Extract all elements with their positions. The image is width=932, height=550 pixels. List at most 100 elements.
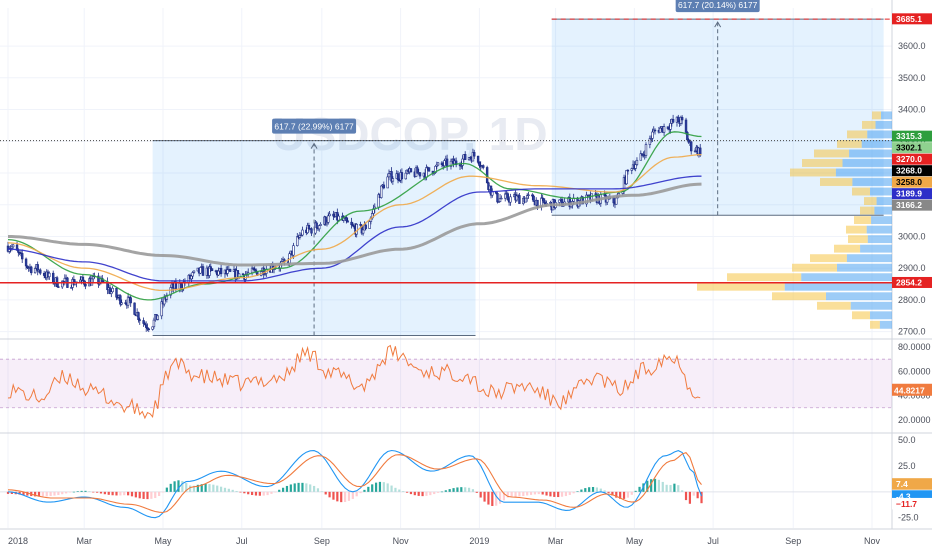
candle-body [409, 168, 413, 173]
candle-body [33, 268, 37, 274]
price-label-text: 3189.9 [896, 189, 922, 199]
time-axis-label: 2019 [469, 536, 489, 546]
candle-body [147, 328, 150, 330]
candle-body [350, 221, 353, 226]
macd-value-text: −11.7 [896, 499, 917, 509]
macd-histogram-bar [49, 491, 52, 496]
volume-profile-bar-down [792, 263, 837, 272]
candle-body [648, 138, 652, 145]
candle-body [355, 224, 358, 235]
candle-body [425, 167, 428, 178]
macd-histogram-bar [61, 491, 64, 495]
macd-histogram-bar [700, 491, 703, 504]
macd-histogram-bar [495, 491, 498, 506]
volume-profile-bar-down [817, 301, 851, 310]
macd-histogram-bar [669, 485, 672, 492]
candle-body [391, 178, 395, 182]
time-axis-label: Sep [785, 536, 801, 546]
candle-body [152, 319, 156, 328]
candle-body [110, 291, 113, 294]
candle-body [15, 244, 19, 251]
time-axis-label: Nov [393, 536, 410, 546]
candle-body [292, 245, 295, 256]
candle-body [144, 324, 148, 328]
macd-histogram-bar [84, 490, 87, 492]
time-axis-label: Mar [76, 536, 92, 546]
macd-histogram-bar [402, 491, 405, 492]
candle-body [364, 224, 367, 229]
rsi-line [7, 344, 701, 420]
macd-histogram-bar [138, 491, 141, 499]
price-label-badge [892, 165, 932, 177]
macd-histogram-bar [460, 487, 463, 492]
macd-histogram-bar [41, 491, 44, 497]
macd-histogram-bar [653, 478, 657, 492]
macd-histogram-bar [289, 484, 292, 492]
candle-body [625, 170, 628, 185]
macd-histogram-bar [475, 491, 478, 493]
volume-profile-bar-down [697, 282, 785, 291]
candle-body [680, 117, 684, 121]
macd-histogram-bar [514, 491, 517, 497]
candle-body [345, 217, 348, 222]
macd-histogram-bar [367, 486, 370, 492]
macd-histogram-bar [305, 483, 308, 492]
candle-body [473, 152, 476, 157]
macd-histogram-bar [619, 491, 622, 499]
macd-histogram-bar [464, 487, 467, 492]
macd-histogram-bar [638, 486, 641, 492]
macd-histogram-bar [347, 491, 351, 501]
candle-body [662, 126, 666, 133]
volume-profile-bar-down [790, 168, 836, 177]
macd-histogram-bar [650, 479, 653, 492]
macd-histogram-bar [204, 483, 207, 492]
macd-histogram-bar [37, 491, 41, 497]
macd-histogram-bar [681, 490, 684, 492]
candle-body [39, 269, 42, 274]
macd-axis-tick-label: -25.0 [898, 513, 919, 523]
macd-value-badge [892, 478, 932, 490]
price-label-text: 3268.0 [896, 166, 922, 176]
macd-histogram-bar [235, 490, 238, 492]
macd-histogram-bar [599, 488, 602, 492]
measurement-arrow-head [310, 142, 318, 149]
volume-profile-bar-up [861, 140, 892, 148]
price-label-badge [892, 188, 932, 200]
measurement-label: 617.7 (22.99%) 6177 [274, 122, 354, 132]
macd-histogram-bar [34, 491, 37, 497]
macd-histogram-bar [223, 487, 227, 492]
candle-body [137, 312, 140, 320]
candle-body [463, 154, 467, 160]
volume-profile-bar-up [879, 320, 892, 329]
volume-profile-bar-down [862, 120, 876, 129]
candle-body [328, 213, 331, 217]
measurement-arrow-head [714, 21, 722, 28]
macd-histogram-bar [359, 491, 362, 494]
macd-axis-tick-label: 50.0 [898, 435, 916, 445]
macd-histogram [6, 478, 703, 506]
candle-body [368, 221, 371, 229]
candle-body [301, 229, 304, 236]
candle-body [418, 172, 422, 177]
macd-histogram-bar [374, 482, 378, 492]
macd-histogram-bar [134, 491, 137, 498]
macd-histogram-bar [452, 488, 455, 492]
macd-histogram-bar [258, 491, 261, 496]
macd-histogram-bar [169, 483, 172, 492]
price-label-badge [892, 153, 932, 165]
price-label-text: 3302.1 [896, 143, 922, 153]
price-axis-tick-label: 2900.0 [898, 263, 926, 273]
macd-histogram-bar [107, 491, 110, 495]
volume-profile-bar-up [867, 235, 892, 244]
volume-profile-bar-down [852, 187, 870, 196]
macd-histogram-bar [603, 490, 606, 492]
candle-body [504, 193, 507, 199]
rsi-axis-tick-label: 20.0000 [898, 415, 931, 425]
candle-body [126, 296, 130, 306]
volume-profile-bar-up [837, 263, 892, 272]
candle-body [11, 244, 15, 248]
rsi-axis-tick-label: 60.0000 [898, 366, 931, 376]
macd-histogram-bar [429, 491, 432, 496]
candle-body [142, 320, 145, 324]
